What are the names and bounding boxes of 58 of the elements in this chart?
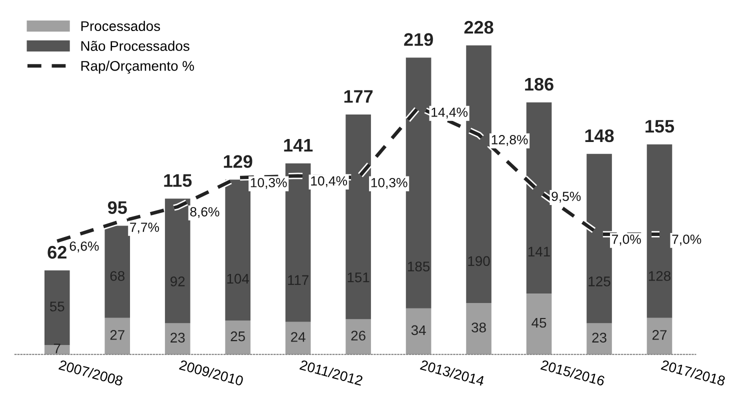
total-label: 148 xyxy=(585,129,614,142)
total-label: 62 xyxy=(48,246,66,259)
data-label: 7,7% xyxy=(130,222,160,234)
bar xyxy=(526,102,552,294)
total-label: 219 xyxy=(404,33,433,46)
legend-label: Rap/Orçamento % xyxy=(81,60,194,74)
data-label: 26 xyxy=(351,330,366,341)
legend-label: Não Processados xyxy=(81,40,190,51)
bar xyxy=(406,58,432,308)
bar xyxy=(346,114,371,320)
data-label: 9,5% xyxy=(552,192,581,203)
data-label: 10,3% xyxy=(250,178,287,189)
data-label: 7 xyxy=(54,344,60,354)
data-label: 45 xyxy=(532,318,546,328)
legend-label: Processados xyxy=(81,20,160,32)
bar xyxy=(104,226,130,318)
bar xyxy=(164,323,190,354)
data-label: 7,0% xyxy=(672,234,702,246)
total-label: 155 xyxy=(646,120,674,133)
total-label: 177 xyxy=(344,90,373,103)
bar xyxy=(466,45,492,303)
data-label: 34 xyxy=(411,325,426,336)
data-label: 10,3% xyxy=(371,178,408,189)
bar xyxy=(646,318,672,354)
total-label: 115 xyxy=(164,174,192,187)
bar xyxy=(346,319,371,354)
bar xyxy=(104,318,130,354)
data-label: 10,4% xyxy=(311,176,348,188)
bar xyxy=(44,344,70,354)
total-label: 95 xyxy=(108,201,127,214)
bar xyxy=(225,320,250,354)
bar xyxy=(44,270,70,345)
bar xyxy=(586,154,612,324)
total-label: 228 xyxy=(464,20,494,34)
data-label: 14,4% xyxy=(432,108,468,118)
data-label: 7,0% xyxy=(612,234,641,246)
bar xyxy=(285,163,311,322)
total-label: 186 xyxy=(525,78,554,91)
bar xyxy=(526,293,552,354)
data-label: 25 xyxy=(230,331,245,342)
data-label: 23 xyxy=(592,332,606,343)
bar xyxy=(285,322,311,354)
bar xyxy=(225,180,250,321)
data-label: 38 xyxy=(472,322,486,332)
bar xyxy=(406,308,432,354)
bar xyxy=(586,323,612,354)
data-label: 23 xyxy=(170,332,185,343)
data-label: 12,8% xyxy=(492,135,528,146)
bar xyxy=(466,302,492,354)
total-label: 141 xyxy=(284,139,313,152)
data-label: 27 xyxy=(110,330,124,340)
data-label: 27 xyxy=(652,330,667,340)
bar xyxy=(646,144,672,318)
data-label: 6,6% xyxy=(70,241,99,252)
total-label: 129 xyxy=(224,155,252,168)
bar xyxy=(164,198,190,324)
data-label: 24 xyxy=(291,332,306,342)
data-label: 8,6% xyxy=(190,207,220,218)
